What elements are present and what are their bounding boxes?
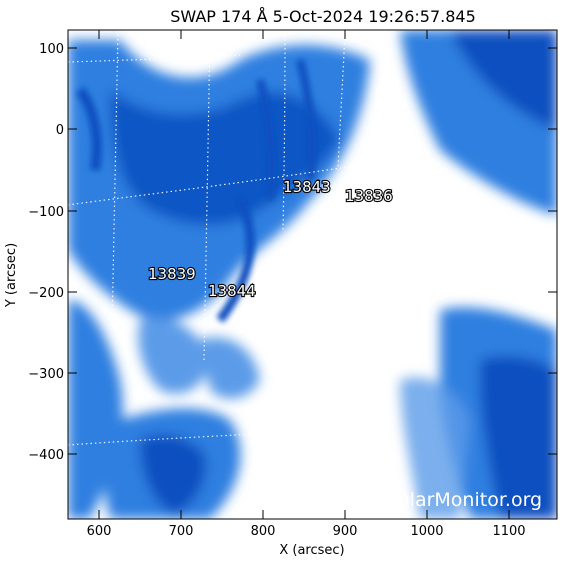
- heliographic-grid: [68, 30, 361, 446]
- x-tick-1100: 1100: [492, 524, 525, 539]
- active-region-13836: 13836: [345, 187, 393, 205]
- axis-ticks: [68, 30, 557, 519]
- y-tick-0: 0: [56, 123, 64, 138]
- active-region-13839: 13839: [148, 265, 196, 283]
- y-tick-minus200: −200: [28, 286, 64, 301]
- solar-image: 13843 13836 13839 13844 SolarMonitor.org: [68, 30, 557, 519]
- x-tick-900: 900: [333, 524, 358, 539]
- x-tick-700: 700: [169, 524, 194, 539]
- y-tick-minus100: −100: [28, 205, 64, 220]
- watermark: SolarMonitor.org: [386, 489, 542, 511]
- active-region-13844: 13844: [208, 282, 256, 300]
- plot-frame: [67, 29, 558, 520]
- x-tick-800: 800: [251, 524, 276, 539]
- x-tick-1000: 1000: [410, 524, 443, 539]
- active-region-13843: 13843: [283, 178, 331, 196]
- y-tick-100: 100: [39, 42, 64, 57]
- x-tick-labels: 600 700 800 900 1000 1100: [87, 524, 526, 539]
- y-tick-minus300: −300: [28, 367, 64, 382]
- x-axis-label: X (arcsec): [279, 543, 344, 558]
- y-tick-labels: 100 0 −100 −200 −300 −400: [28, 42, 64, 463]
- figure-title: SWAP 174 Å 5-Oct-2024 19:26:57.845: [170, 7, 476, 26]
- y-tick-minus400: −400: [28, 448, 64, 463]
- x-tick-600: 600: [87, 524, 112, 539]
- active-region-labels: 13843 13836 13839 13844: [147, 177, 394, 301]
- y-axis-label: Y (arcsec): [4, 243, 19, 308]
